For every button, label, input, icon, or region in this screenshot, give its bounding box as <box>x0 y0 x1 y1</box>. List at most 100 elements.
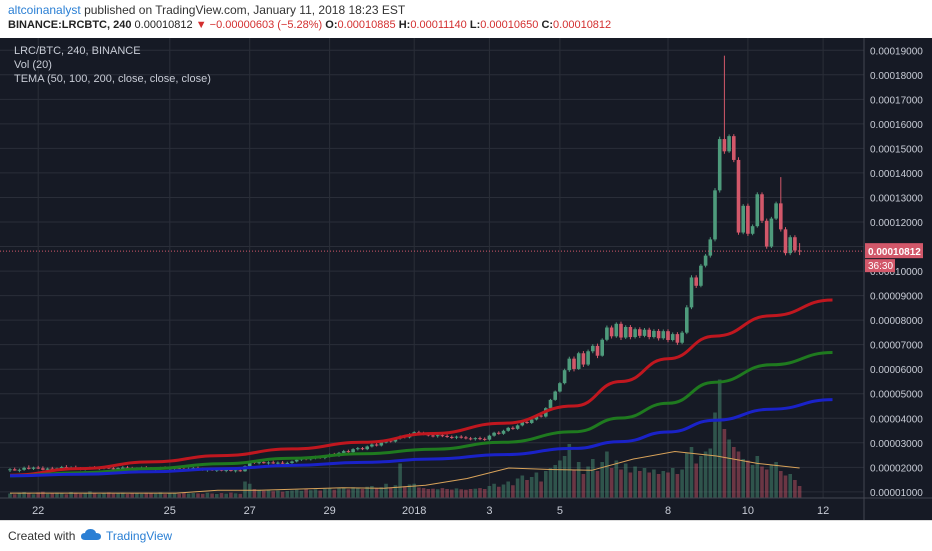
candle-body <box>59 467 64 469</box>
candle-body <box>454 436 459 438</box>
candle-body <box>459 436 463 438</box>
tema-line-1 <box>9 298 833 477</box>
volume-bar <box>750 465 755 498</box>
candle-body <box>685 307 689 333</box>
candle-body <box>628 327 633 338</box>
tema-line-3 <box>9 398 833 478</box>
candle-body <box>595 345 600 356</box>
volume-bar <box>431 488 435 498</box>
time-tick-label: 5 <box>557 505 563 517</box>
volume-bar <box>266 490 271 498</box>
volume-bar <box>59 493 64 498</box>
volume-bar <box>200 493 205 498</box>
volume-bar <box>562 456 567 498</box>
candle-body <box>473 438 478 440</box>
publish-info: published on TradingView.com, January 11… <box>84 3 406 17</box>
price-tick-label: 0.00006000 <box>870 365 923 376</box>
candle-body <box>266 462 271 464</box>
volume-bar <box>116 493 120 498</box>
volume-bar <box>529 477 534 498</box>
volume-bar <box>520 475 525 498</box>
candle-body <box>633 329 637 338</box>
open-label: O: <box>325 19 338 31</box>
time-tick-label: 27 <box>244 505 256 517</box>
price-tick-label: 0.00012000 <box>870 218 923 229</box>
time-axis: 22 25 27 29 2018 3 5 8 10 12 <box>32 505 829 517</box>
price-tick-label: 0.00016000 <box>870 120 923 131</box>
price-change: −0.00000603 (−5.28%) <box>209 19 323 31</box>
candle-body <box>431 435 435 437</box>
candle-body <box>365 446 369 450</box>
candle-body <box>619 323 623 338</box>
ohlc-line: BINANCE:LRCBTC, 240 0.00010812 ▼ −0.0000… <box>8 19 611 31</box>
volume-bar <box>769 465 774 498</box>
candle-body <box>586 351 590 365</box>
volume-bar <box>539 481 543 498</box>
candle-body <box>760 194 764 221</box>
chart-area[interactable]: 0.00001000 0.00002000 0.00003000 0.00004000… <box>0 38 932 520</box>
volume-bar <box>31 494 36 498</box>
volume-bar <box>130 493 134 498</box>
candle-body <box>440 435 445 437</box>
time-tick-label: 12 <box>817 505 829 517</box>
volume-bar <box>544 471 548 498</box>
volume-bar <box>454 488 459 498</box>
price-tick-label: 0.00007000 <box>870 341 923 352</box>
last-price-tag <box>865 243 923 259</box>
volume-bar <box>708 448 713 498</box>
candle-body <box>647 329 651 338</box>
volume-bar <box>464 489 468 498</box>
candle-body <box>797 250 802 252</box>
candle-body <box>379 442 384 446</box>
candle-body <box>656 330 661 339</box>
candle-body <box>360 448 365 450</box>
volume-bar <box>191 493 196 498</box>
candle-body <box>497 432 501 434</box>
volume-bar <box>525 480 529 498</box>
tradingview-cloud-icon[interactable] <box>80 528 102 547</box>
chart-legend: LRC/BTC, 240, BINANCE Vol (20) TEMA (50,… <box>14 44 211 86</box>
candle-body <box>280 462 285 464</box>
candle-body <box>708 239 713 256</box>
volume-bar <box>426 489 431 498</box>
volume-bar <box>487 486 492 498</box>
symbol-label: BINANCE:LRCBTC, 240 <box>8 19 132 31</box>
countdown-tag <box>865 259 895 273</box>
volume-bar <box>473 488 478 498</box>
volume-bar <box>106 492 111 498</box>
author-link[interactable]: altcoinanalyst <box>8 3 81 17</box>
candle-body <box>783 229 788 254</box>
price-chart[interactable]: 0.00001000 0.00002000 0.00003000 0.00004000… <box>0 38 932 520</box>
volume-bar <box>64 494 69 498</box>
legend-tema: TEMA (50, 100, 200, close, close, close) <box>14 73 211 85</box>
candle-body <box>623 327 628 338</box>
candle-body <box>699 265 703 286</box>
candle-body <box>412 432 416 435</box>
candle-body <box>31 467 36 469</box>
candle-body <box>8 469 12 471</box>
volume-bar <box>623 463 628 498</box>
volume-bar <box>506 481 510 498</box>
time-tick-label: 3 <box>486 505 492 517</box>
close-label: C: <box>541 19 554 31</box>
volume-bar <box>351 487 355 498</box>
price-tick-label: 0.00009000 <box>870 292 923 303</box>
volume-bar <box>553 465 557 498</box>
volume-bar <box>764 469 769 498</box>
volume-bar <box>370 486 374 498</box>
volume-bar <box>741 459 745 498</box>
created-with-label: Created with <box>8 529 76 543</box>
countdown-label: 36:30 <box>868 261 893 272</box>
volume-bar <box>548 468 553 498</box>
candle-body <box>572 358 576 369</box>
candle-body <box>638 329 642 336</box>
candle-body <box>478 438 482 440</box>
candle-body <box>501 430 506 434</box>
candle-body <box>224 470 228 472</box>
volume-bar <box>642 468 647 498</box>
candle-body <box>388 440 393 442</box>
volume-bar <box>252 489 257 498</box>
tradingview-link[interactable]: TradingView <box>106 529 173 543</box>
volume-bar <box>12 494 17 498</box>
volume-bar <box>445 489 449 498</box>
